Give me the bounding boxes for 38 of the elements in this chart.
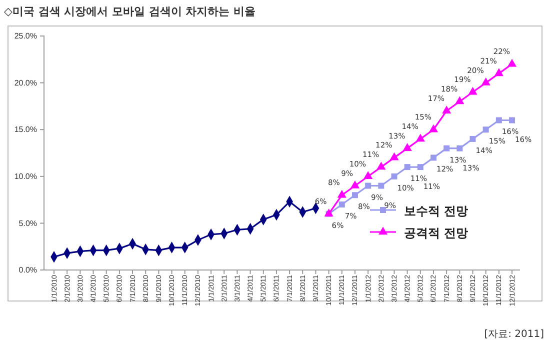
point: [391, 173, 398, 180]
point: [481, 78, 490, 86]
point: [444, 145, 450, 152]
point: [507, 58, 517, 67]
legend-label: 공격적 전망: [404, 226, 468, 240]
legend-label: 보수적 전망: [404, 204, 468, 218]
point: [337, 190, 346, 198]
point: [468, 86, 478, 95]
point: [390, 152, 399, 160]
point: [417, 164, 424, 170]
point: [482, 126, 489, 133]
point: [456, 145, 463, 152]
point: [338, 201, 345, 208]
y-tick-label: 5.0%: [18, 218, 37, 228]
y-tick-label: 20.0%: [14, 78, 37, 88]
point: [365, 182, 372, 189]
chart-title: ◇미국 검색 시장에서 모바일 검색이 차지하는 비율: [4, 5, 256, 18]
point: [404, 164, 410, 170]
point: [430, 154, 436, 161]
text: [자료: 2011]: [484, 329, 544, 340]
point: [376, 162, 386, 170]
point: [352, 192, 358, 198]
point: [378, 182, 384, 189]
y-tick-label: 25.0%: [14, 32, 37, 41]
point: [442, 106, 452, 114]
point: [470, 136, 476, 142]
point: [350, 180, 360, 188]
point: [428, 124, 438, 132]
point: [509, 117, 515, 124]
point: [494, 68, 504, 76]
y-tick-label: 0.0%: [18, 266, 37, 275]
y-tick-label: 10.0%: [14, 172, 37, 181]
y-tick-label: 15.0%: [14, 125, 37, 134]
point: [416, 134, 425, 142]
point: [455, 96, 464, 104]
point: [364, 171, 373, 180]
point: [402, 143, 412, 151]
point: [496, 117, 502, 124]
